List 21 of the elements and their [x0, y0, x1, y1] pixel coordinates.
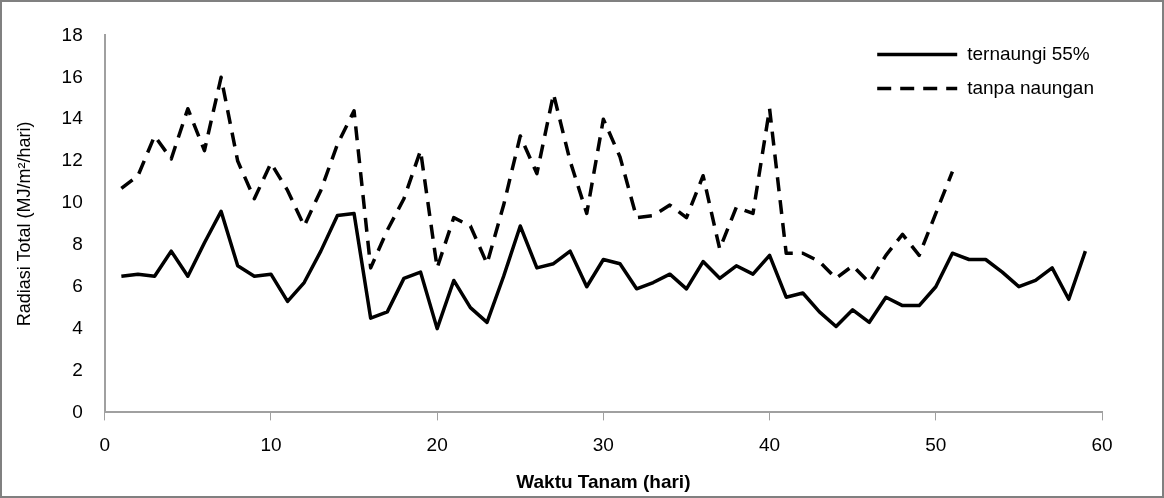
legend-label: tanpa naungan — [967, 76, 1094, 98]
x-tick-label: 30 — [592, 434, 614, 456]
y-tick-label: 0 — [72, 400, 83, 422]
y-tick-label: 2 — [72, 358, 83, 380]
x-tick-label: 10 — [260, 434, 282, 456]
x-tick-label: 0 — [99, 434, 111, 456]
y-axis-title: Radiasi Total (MJ/m²/hari) — [13, 121, 34, 327]
y-tick-label: 14 — [61, 107, 84, 129]
y-tick-label: 16 — [61, 65, 83, 87]
x-tick-label: 50 — [925, 434, 947, 456]
x-axis-title: Waktu Tanam (hari) — [516, 470, 691, 492]
y-tick-label: 8 — [72, 233, 83, 255]
x-tick-label: 20 — [426, 434, 448, 456]
y-tick-label: 12 — [61, 149, 83, 171]
y-tick-label: 6 — [72, 274, 83, 296]
y-tick-label: 18 — [61, 23, 83, 45]
y-tick-label: 4 — [72, 316, 84, 338]
y-tick-label: 10 — [61, 191, 83, 213]
x-tick-label: 60 — [1091, 434, 1113, 456]
legend-label: ternaungi 55% — [967, 42, 1090, 64]
x-tick-label: 40 — [759, 434, 781, 456]
